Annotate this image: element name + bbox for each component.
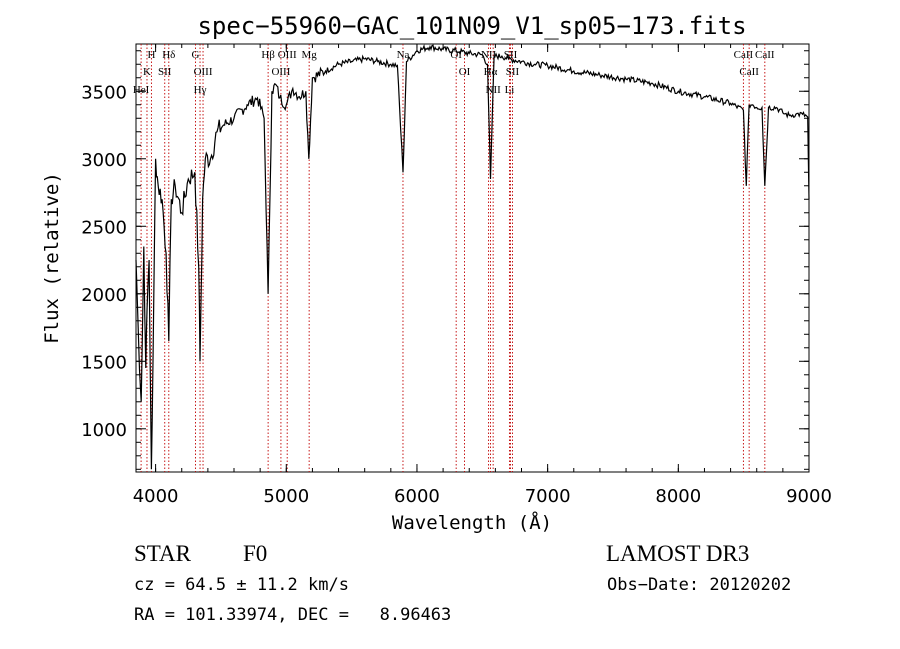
- y-tick-label: 2000: [81, 285, 127, 306]
- x-tick-label: 5000: [263, 486, 309, 507]
- survey-label: LAMOST DR3: [606, 541, 749, 566]
- plot-frame: [135, 43, 810, 473]
- x-tick-label: 4000: [133, 486, 179, 507]
- spectral-line-label: Na: [397, 49, 410, 61]
- class-label: STAR: [134, 541, 192, 566]
- redshift-text: cz = 64.5 ± 11.2 km/s: [134, 575, 349, 595]
- flux-series-line: [135, 44, 810, 470]
- y-tick-label: 2500: [81, 217, 127, 238]
- spectral-line-label: SII: [158, 66, 172, 78]
- spectral-line-markers: [140, 44, 766, 472]
- spectral-line-label: OI: [450, 49, 462, 61]
- obs-date-text: Obs−Date: 20120202: [607, 575, 791, 595]
- spectral-line-label: SII: [506, 66, 520, 78]
- spectral-line-label: NII: [481, 49, 497, 61]
- spectral-line-label: H: [147, 49, 155, 61]
- spectral-line-label: OI: [459, 66, 471, 78]
- x-axis-ticks: 4000 5000 6000 7000 8000 9000: [133, 44, 832, 507]
- x-tick-label: 9000: [786, 486, 832, 507]
- spectral-line-label: Hδ: [162, 49, 175, 61]
- spectral-line-label: Li: [505, 84, 515, 96]
- chart-title: spec−55960−GAC_101N09_V1_sp05−173.fits: [197, 12, 746, 40]
- spectral-line-label: Hβ: [261, 49, 275, 61]
- coords-text: RA = 101.33974, DEC = 8.96463: [134, 605, 451, 625]
- x-tick-label: 7000: [525, 486, 571, 507]
- y-tick-label: 1000: [81, 420, 127, 441]
- y-tick-label: 3000: [81, 150, 127, 171]
- x-axis-label: Wavelength (Å): [392, 511, 552, 534]
- y-tick-label: 1500: [81, 352, 127, 373]
- x-tick-label: 8000: [655, 486, 701, 507]
- spectral-line-label: Mg: [302, 49, 318, 61]
- spectral-line-label: OIII: [278, 49, 297, 61]
- spectral-line-label: K: [143, 66, 151, 78]
- spectral-line-label: CaII: [734, 49, 754, 61]
- spectral-line-label: OIII: [194, 66, 213, 78]
- spectral-line-label: Hγ: [194, 84, 207, 96]
- spectral-line-label: CaII: [755, 49, 775, 61]
- x-tick-label: 6000: [394, 486, 440, 507]
- y-axis-ticks: 1000 1500 2000 2500 3000 3500: [81, 50, 809, 470]
- spectral-line-label: CaII: [739, 66, 759, 78]
- y-axis-label: Flux (relative): [41, 172, 63, 344]
- spectral-line-label: SII: [504, 49, 518, 61]
- spectral-line-label: OIII: [271, 66, 290, 78]
- spectral-line-label: Hα: [484, 66, 498, 78]
- y-tick-label: 3500: [81, 82, 127, 103]
- subclass-label: F0: [243, 541, 267, 566]
- spectral-line-label: HeI: [133, 84, 150, 96]
- spectral-line-label: G: [191, 49, 199, 61]
